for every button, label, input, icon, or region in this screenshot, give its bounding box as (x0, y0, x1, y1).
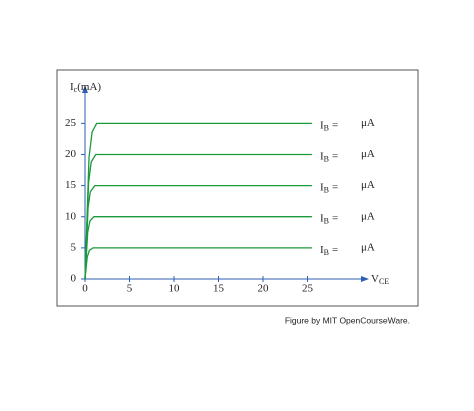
label-main: I (320, 150, 324, 162)
x-tick-label: 20 (257, 283, 269, 295)
y-tick-label: 20 (65, 148, 77, 160)
series-unit: μA (361, 117, 375, 129)
y-tick-label: 5 (71, 241, 77, 253)
series-label: IB = (320, 150, 338, 163)
caption: Figure by MIT OpenCourseWare. (285, 315, 410, 325)
curve (84, 122, 312, 280)
series-unit: μA (361, 148, 375, 160)
x-tick-label: 10 (168, 283, 180, 295)
chart-frame (56, 69, 419, 307)
series-label: IB = (320, 212, 338, 225)
y-tick-label: 10 (65, 210, 77, 222)
y-tick-label: 0 (71, 273, 77, 285)
series-label: IB = (320, 119, 338, 132)
x-axis-label: VCE (371, 273, 389, 286)
label-sub: B (324, 217, 329, 226)
y-tick-label: 15 (65, 179, 77, 191)
series-label: IB = (320, 181, 338, 194)
label-main: I (320, 212, 324, 224)
label-eq: = (332, 119, 338, 131)
label-sub: B (324, 154, 329, 163)
label-eq: = (332, 212, 338, 224)
label-eq: = (332, 181, 338, 193)
label-eq: = (332, 150, 338, 162)
x-tick-label: 25 (302, 283, 314, 295)
label-sub: B (324, 123, 329, 132)
label-sub: B (324, 185, 329, 194)
series-unit: μA (361, 179, 375, 191)
series-unit: μA (361, 241, 375, 253)
y-axis-label: Ic(mA) (70, 81, 101, 94)
x-tick-label: 5 (127, 283, 133, 295)
label-main: I (320, 181, 324, 193)
label-sub: B (324, 248, 329, 257)
x-tick-label: 15 (213, 283, 225, 295)
label-main: I (320, 243, 324, 255)
series-unit: μA (361, 210, 375, 222)
x-tick-label: 0 (82, 283, 88, 295)
label-main: I (320, 119, 324, 131)
series-label: IB = (320, 243, 338, 256)
label-eq: = (332, 243, 338, 255)
y-tick-label: 25 (65, 117, 77, 129)
